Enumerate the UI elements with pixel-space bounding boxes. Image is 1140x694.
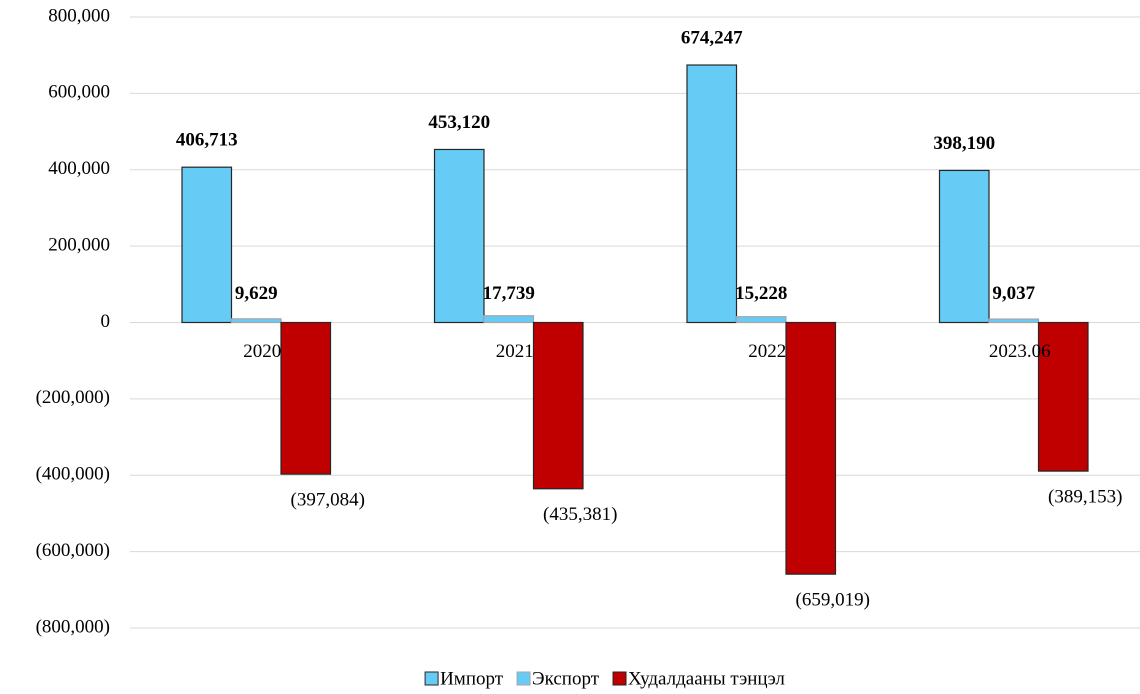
data-label: 674,247	[681, 27, 743, 48]
bar	[280, 321, 332, 475]
y-tick-label: 200,000	[48, 234, 110, 255]
legend-label: Импорт	[440, 668, 504, 689]
data-label: 453,120	[428, 112, 490, 133]
bar	[532, 321, 584, 490]
y-tick-label: 400,000	[48, 158, 110, 179]
legend-swatch	[612, 671, 627, 686]
bar	[483, 315, 535, 324]
bar	[988, 318, 1040, 324]
bar	[686, 64, 738, 324]
y-tick-label: 800,000	[48, 5, 110, 26]
bar	[785, 321, 837, 575]
data-label: 9,037	[992, 283, 1035, 304]
x-tick-label: 2022	[748, 341, 786, 362]
bar	[181, 166, 233, 324]
bar	[230, 318, 282, 324]
bar	[938, 169, 990, 324]
legend-label: Худалдааны тэнцэл	[628, 668, 785, 689]
x-tick-label: 2023.06	[989, 341, 1051, 362]
data-label: 17,739	[483, 283, 535, 304]
data-label: (659,019)	[796, 590, 870, 611]
bar	[1037, 321, 1089, 472]
data-label: (435,381)	[543, 504, 617, 525]
y-tick-label: 0	[101, 311, 111, 332]
data-label: 398,190	[933, 133, 995, 154]
x-tick-label: 2020	[243, 341, 281, 362]
bar	[735, 316, 787, 324]
legend-swatch	[516, 671, 531, 686]
y-tick-label: (800,000)	[36, 616, 110, 637]
data-label: 406,713	[176, 130, 238, 151]
bar	[433, 148, 485, 324]
data-label: 15,228	[735, 283, 787, 304]
y-tick-label: 600,000	[48, 82, 110, 103]
data-label: (389,153)	[1048, 486, 1122, 507]
legend-swatch	[424, 671, 439, 686]
x-tick-label: 2021	[496, 341, 534, 362]
data-label: 9,629	[235, 283, 278, 304]
y-tick-label: (600,000)	[36, 540, 110, 561]
y-tick-label: (200,000)	[36, 387, 110, 408]
data-label: (397,084)	[291, 489, 365, 510]
legend-label: Экспорт	[532, 668, 600, 689]
y-tick-label: (400,000)	[36, 464, 110, 485]
